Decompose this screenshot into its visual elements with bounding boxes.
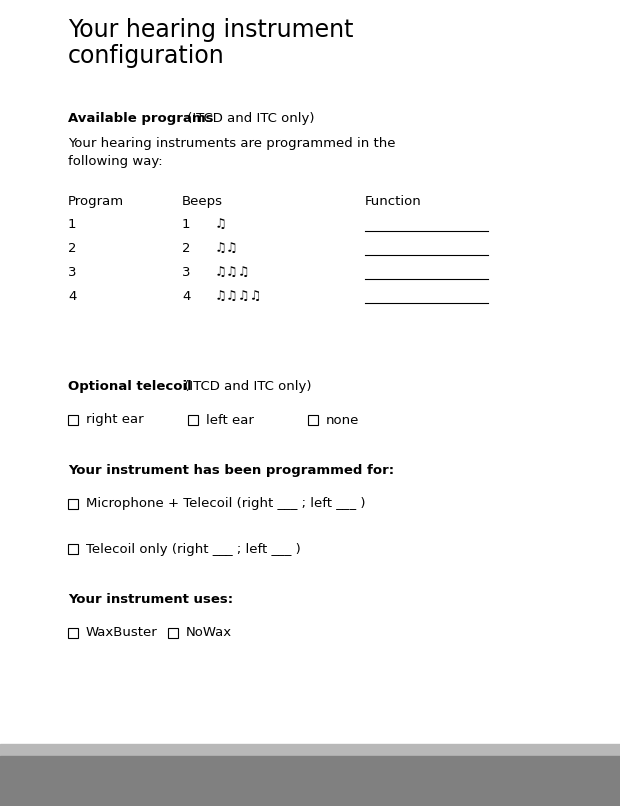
Text: Function: Function bbox=[365, 195, 422, 208]
Text: Available programs: Available programs bbox=[68, 112, 213, 125]
Text: 2: 2 bbox=[68, 242, 76, 255]
Bar bbox=[68, 415, 78, 425]
Bar bbox=[68, 628, 78, 638]
Bar bbox=[188, 415, 198, 425]
Text: Your hearing instruments are programmed in the: Your hearing instruments are programmed … bbox=[68, 137, 396, 150]
Text: Your instrument has been programmed for:: Your instrument has been programmed for: bbox=[68, 464, 394, 477]
Text: 4: 4 bbox=[182, 290, 190, 303]
Text: Beeps: Beeps bbox=[182, 195, 223, 208]
Bar bbox=[68, 499, 78, 509]
Text: none: none bbox=[326, 413, 360, 426]
Text: 42: 42 bbox=[68, 785, 84, 798]
Text: WaxBuster: WaxBuster bbox=[86, 626, 157, 639]
Text: 1: 1 bbox=[182, 218, 190, 231]
Bar bbox=[168, 628, 178, 638]
Text: 3: 3 bbox=[68, 266, 76, 279]
Bar bbox=[308, 415, 318, 425]
Text: left ear: left ear bbox=[206, 413, 254, 426]
Text: Optional telecoil: Optional telecoil bbox=[68, 380, 192, 393]
Text: ♫♫♫: ♫♫♫ bbox=[215, 266, 250, 279]
Text: 2: 2 bbox=[182, 242, 190, 255]
Text: ♫: ♫ bbox=[215, 218, 227, 231]
Text: 1: 1 bbox=[68, 218, 76, 231]
Text: (ITCD and ITC only): (ITCD and ITC only) bbox=[180, 380, 311, 393]
Text: configuration: configuration bbox=[68, 44, 224, 68]
Text: ♫♫: ♫♫ bbox=[215, 242, 239, 255]
Text: 3: 3 bbox=[182, 266, 190, 279]
Text: right ear: right ear bbox=[86, 413, 144, 426]
Text: 4: 4 bbox=[68, 290, 76, 303]
Text: following way:: following way: bbox=[68, 155, 162, 168]
Text: NoWax: NoWax bbox=[186, 626, 232, 639]
Text: ♫♫♫♫: ♫♫♫♫ bbox=[215, 290, 262, 303]
Text: Your hearing instrument: Your hearing instrument bbox=[68, 18, 353, 42]
Bar bbox=[68, 544, 78, 554]
Text: Telecoil only (right ___ ; left ___ ): Telecoil only (right ___ ; left ___ ) bbox=[86, 542, 301, 555]
Text: Your instrument uses:: Your instrument uses: bbox=[68, 593, 233, 606]
Text: Program: Program bbox=[68, 195, 124, 208]
Text: (ITCD and ITC only): (ITCD and ITC only) bbox=[183, 112, 314, 125]
Text: Microphone + Telecoil (right ___ ; left ___ ): Microphone + Telecoil (right ___ ; left … bbox=[86, 497, 366, 510]
